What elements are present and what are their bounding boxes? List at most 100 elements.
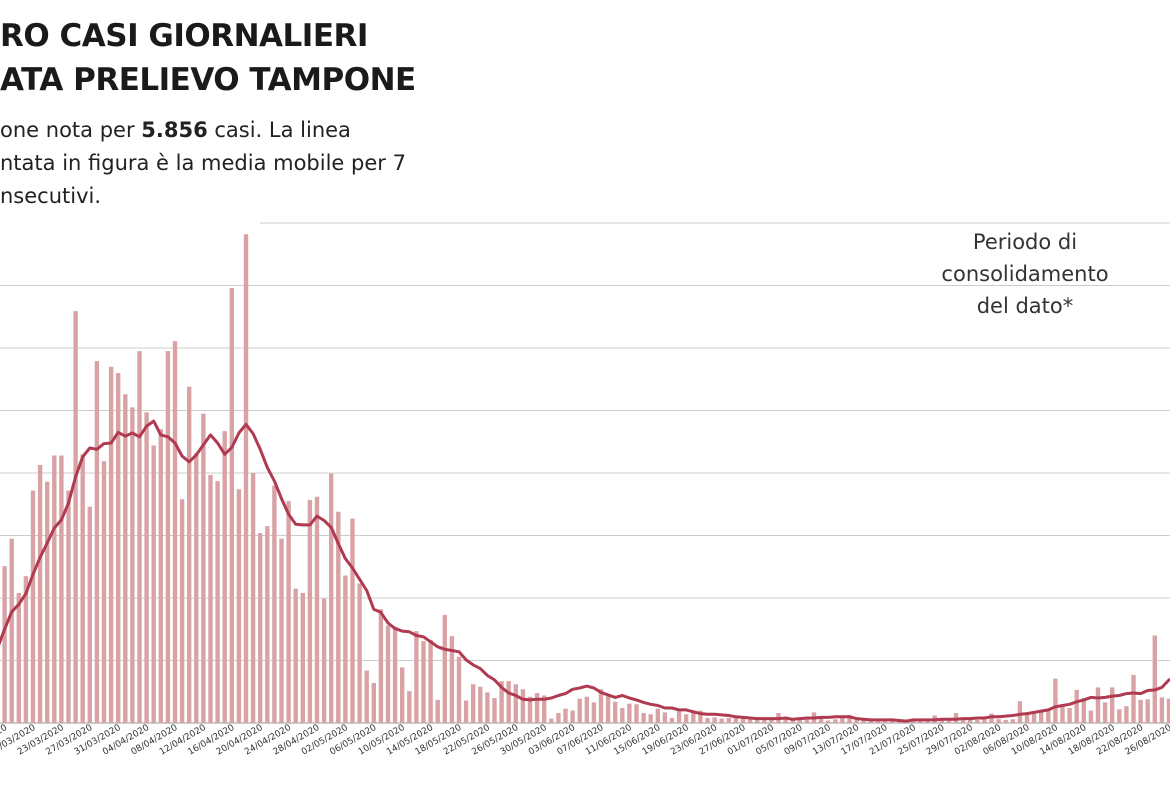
bar xyxy=(258,533,263,723)
bar xyxy=(463,700,469,723)
bar xyxy=(16,593,21,723)
bar xyxy=(151,445,156,723)
bar xyxy=(329,473,334,723)
bar xyxy=(719,718,724,723)
bar xyxy=(1031,712,1037,723)
annotation-line-1: Periodo di xyxy=(972,230,1078,254)
bar xyxy=(179,499,185,723)
bar xyxy=(37,464,43,723)
bar xyxy=(804,718,810,723)
bar xyxy=(556,713,561,723)
bar xyxy=(1117,709,1122,723)
bar xyxy=(627,703,632,723)
bar xyxy=(506,681,511,723)
bar xyxy=(520,689,526,723)
bar xyxy=(826,720,831,723)
bar xyxy=(684,714,689,723)
bar xyxy=(1131,674,1136,723)
bar xyxy=(108,366,114,723)
bar xyxy=(726,718,731,723)
bar xyxy=(428,639,433,723)
bar xyxy=(1060,704,1065,723)
bar xyxy=(45,481,50,723)
bar xyxy=(1017,701,1023,723)
bar xyxy=(172,341,178,723)
bar xyxy=(123,394,128,723)
bar xyxy=(790,719,795,723)
bar xyxy=(1039,710,1044,723)
bar xyxy=(357,583,362,723)
bar xyxy=(1088,710,1094,723)
bar xyxy=(1081,698,1086,723)
bar xyxy=(250,473,256,723)
bar xyxy=(265,526,270,723)
bar xyxy=(669,718,675,723)
bar xyxy=(144,412,149,723)
chart-subtitle: one nota per 5.856 casi. La linea ntata … xyxy=(0,114,440,213)
bar xyxy=(946,719,952,723)
bar xyxy=(392,626,398,723)
bar xyxy=(1138,699,1143,723)
bar xyxy=(414,631,419,723)
bar xyxy=(286,501,291,723)
bar xyxy=(243,234,249,723)
bar xyxy=(570,710,575,723)
annotation-line-2: consolidamento xyxy=(941,262,1109,286)
bar xyxy=(854,719,859,723)
bar xyxy=(59,455,64,723)
annotation-line-3: del dato* xyxy=(976,294,1074,318)
bar xyxy=(875,721,881,723)
bar xyxy=(378,609,384,723)
bar xyxy=(1074,689,1079,723)
subtitle-count: 5.856 xyxy=(141,118,208,142)
x-axis-ticks: 15/03/202019/03/202023/03/202027/03/2020… xyxy=(0,723,1170,758)
bar xyxy=(882,719,888,723)
bar xyxy=(449,636,455,723)
bar xyxy=(336,511,341,723)
bar xyxy=(52,455,57,723)
subtitle-middle: casi. La linea xyxy=(207,118,351,142)
bar xyxy=(208,474,213,723)
bar xyxy=(783,719,788,723)
bar xyxy=(691,710,696,723)
bar xyxy=(236,489,242,723)
bar xyxy=(9,538,14,723)
bar xyxy=(478,686,483,723)
bar xyxy=(421,641,426,723)
bar xyxy=(591,702,597,723)
bar xyxy=(1166,698,1170,723)
bar xyxy=(307,499,313,723)
bar xyxy=(1152,635,1157,723)
bar xyxy=(23,576,29,723)
bar xyxy=(676,711,682,723)
bar xyxy=(94,361,100,723)
bar xyxy=(733,718,739,723)
bar xyxy=(747,719,753,723)
bar xyxy=(229,288,234,723)
bar xyxy=(73,311,78,723)
bar xyxy=(577,698,582,723)
bar xyxy=(762,719,767,723)
bar xyxy=(1110,687,1115,723)
bar xyxy=(80,454,85,723)
bar xyxy=(279,538,284,723)
bar xyxy=(542,695,547,723)
bar xyxy=(641,713,646,723)
bar xyxy=(968,719,973,723)
bar xyxy=(549,718,554,723)
bar xyxy=(194,453,199,723)
bar xyxy=(1124,706,1129,723)
bar xyxy=(321,598,327,723)
bar xyxy=(563,708,568,723)
bar xyxy=(982,719,987,723)
bar xyxy=(364,670,369,723)
bar xyxy=(130,407,135,723)
bar xyxy=(492,698,497,723)
bar xyxy=(2,566,7,723)
bar xyxy=(343,575,348,723)
bar xyxy=(371,683,376,723)
bar xyxy=(485,692,490,723)
moving-average-line xyxy=(0,419,1170,723)
subtitle-prefix: one nota per xyxy=(0,118,142,142)
bar xyxy=(513,684,518,723)
